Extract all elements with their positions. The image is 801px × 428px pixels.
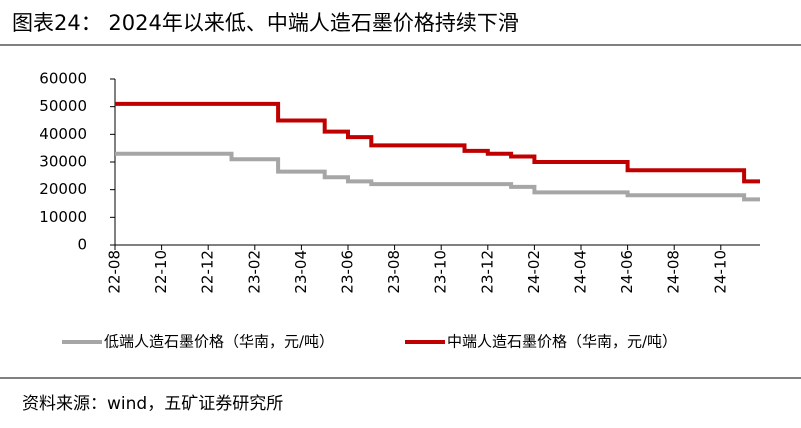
x-tick-label: 24-04 [572, 250, 590, 294]
x-tick-label: 24-10 [711, 250, 729, 294]
chart-title: 图表24： 2024年以来低、中端人造石墨价格持续下滑 [12, 11, 519, 35]
x-tick-label: 23-10 [432, 250, 450, 294]
y-tick-label: 30000 [39, 153, 87, 171]
x-tick-label: 24-02 [525, 250, 543, 294]
x-tick-label: 22-12 [199, 250, 217, 294]
x-tick-label: 24-08 [665, 250, 683, 294]
source-note: 资料来源：wind，五矿证券研究所 [22, 394, 283, 414]
x-tick-label: 22-08 [106, 250, 124, 294]
x-tick-label: 22-10 [152, 250, 170, 294]
y-tick-label: 50000 [39, 97, 87, 115]
y-tick-label: 40000 [39, 125, 87, 143]
x-tick-label: 23-02 [245, 250, 263, 294]
x-tick-label: 23-06 [339, 250, 357, 294]
y-tick-label: 10000 [39, 208, 87, 226]
x-tick-label: 23-12 [478, 250, 496, 294]
y-tick-label: 20000 [39, 180, 87, 198]
legend-label: 低端人造石墨价格（华南，元/吨） [104, 333, 334, 351]
x-tick-label: 24-06 [618, 250, 636, 294]
legend-label: 中端人造石墨价格（华南，元/吨） [447, 333, 677, 351]
x-tick-label: 23-04 [292, 250, 310, 294]
series-line [115, 151, 760, 202]
x-tick-label: 23-08 [385, 250, 403, 294]
y-tick-label: 0 [77, 236, 87, 254]
y-tick-label: 60000 [39, 70, 87, 88]
series-line [115, 101, 760, 184]
